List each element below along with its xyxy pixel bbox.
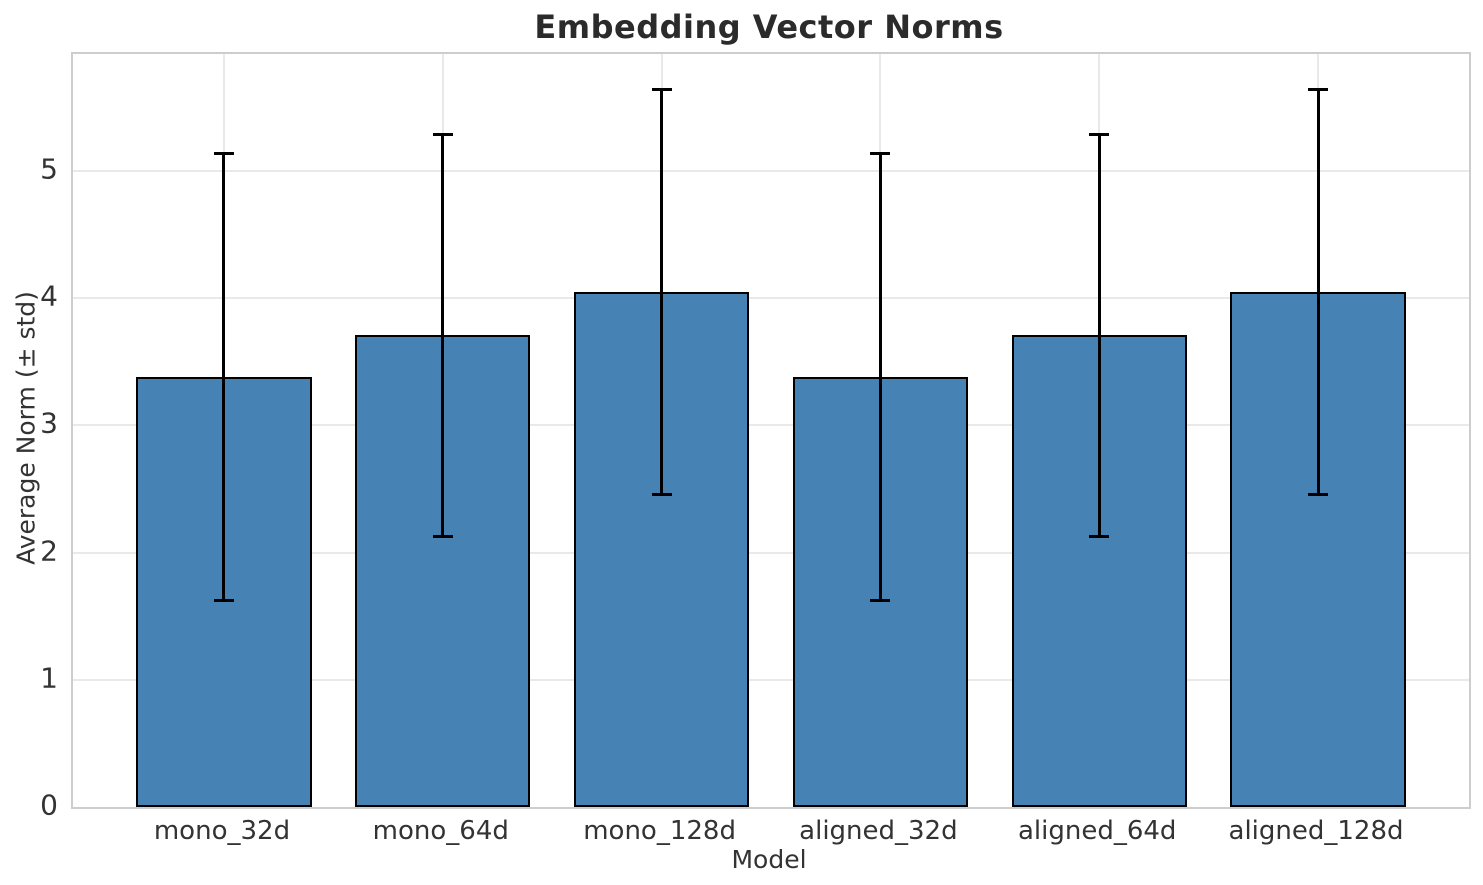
error-bar-aligned_32d — [878, 153, 882, 601]
y-gridline — [73, 424, 1469, 427]
error-bar-aligned_64d — [1097, 134, 1101, 537]
error-cap-top-mono_32d — [213, 151, 234, 155]
error-cap-bottom-aligned_32d — [870, 599, 891, 603]
error-bar-aligned_128d — [1316, 89, 1320, 495]
y-gridline — [73, 170, 1469, 173]
error-cap-bottom-mono_64d — [432, 534, 453, 538]
error-cap-bottom-aligned_64d — [1089, 534, 1110, 538]
error-cap-top-aligned_64d — [1089, 132, 1110, 136]
error-cap-top-mono_64d — [432, 132, 453, 136]
error-cap-bottom-mono_128d — [651, 492, 672, 496]
y-tick-label: 4 — [40, 279, 58, 313]
x-tick-label: mono_32d — [153, 816, 291, 846]
y-gridline — [73, 297, 1469, 300]
y-tick-label: 2 — [40, 534, 58, 568]
x-tick-label: aligned_32d — [799, 816, 958, 846]
x-tick-label: mono_128d — [583, 816, 736, 846]
y-tick-label: 3 — [40, 406, 58, 440]
y-gridline — [73, 678, 1469, 681]
error-bar-mono_128d — [660, 89, 664, 495]
error-cap-bottom-mono_32d — [213, 599, 234, 603]
x-axis-label: Model — [731, 845, 807, 874]
y-gridline — [73, 551, 1469, 554]
x-tick-label: aligned_128d — [1228, 816, 1404, 846]
y-tick-label: 1 — [40, 661, 58, 695]
error-cap-top-aligned_32d — [870, 151, 891, 155]
error-bar-mono_64d — [441, 134, 445, 537]
plot-area — [71, 52, 1471, 809]
x-tick-label: mono_64d — [372, 816, 509, 846]
y-tick-label: 0 — [40, 788, 58, 822]
error-cap-top-mono_128d — [651, 88, 672, 92]
error-bar-mono_32d — [222, 153, 226, 601]
error-cap-bottom-aligned_128d — [1308, 492, 1329, 496]
chart-title: Embedding Vector Norms — [534, 8, 1004, 46]
y-tick-label: 5 — [40, 152, 58, 186]
error-cap-top-aligned_128d — [1308, 88, 1329, 92]
x-tick-label: aligned_64d — [1017, 816, 1177, 846]
